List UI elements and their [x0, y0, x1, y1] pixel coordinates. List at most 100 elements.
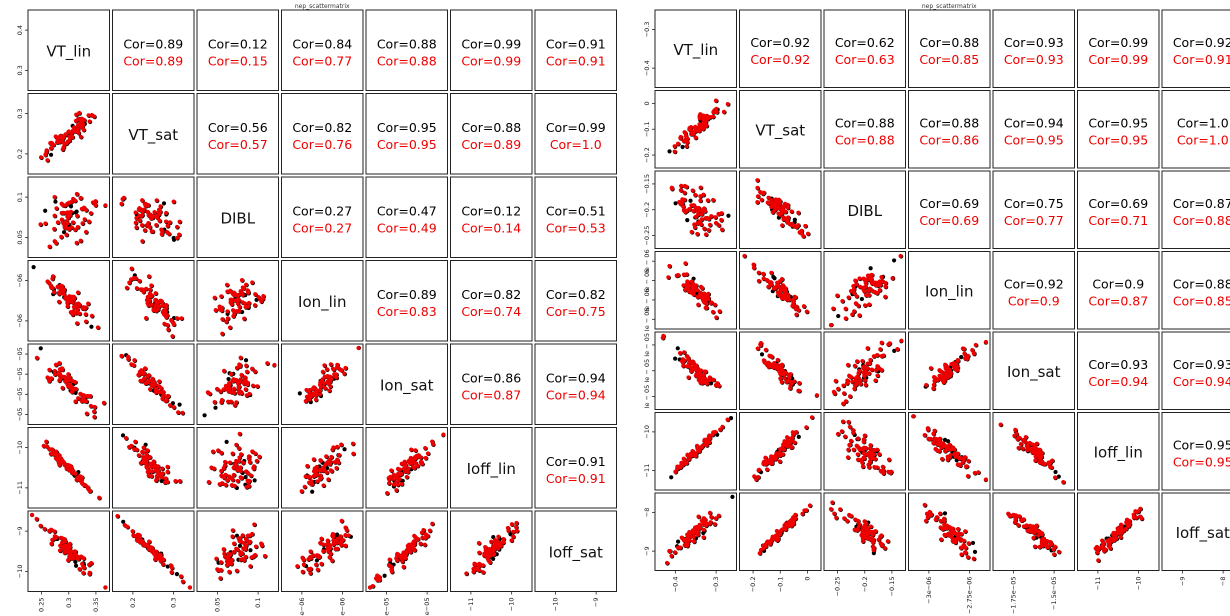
scatter-point-red: [47, 244, 52, 249]
matrix-cell: [908, 9, 991, 88]
scatter-point-red: [55, 284, 60, 289]
scatter-point-red: [767, 353, 772, 358]
scatter-point-red: [228, 300, 233, 305]
scatter-point-red: [476, 540, 481, 546]
scatter-point-red: [464, 571, 469, 576]
matrix-cell: [1077, 9, 1160, 88]
scatter-point-red: [231, 465, 236, 470]
matrix-cell: [1161, 492, 1230, 571]
scatter-point-red: [223, 482, 228, 487]
scatter-point-red: [226, 399, 231, 404]
scatter-point-red: [66, 200, 72, 205]
scatter-point-red: [340, 537, 345, 543]
scatter-point-red: [860, 460, 865, 465]
scatter-point-red: [232, 483, 237, 489]
scatter-point-red: [80, 221, 85, 226]
matrix-cell: [450, 427, 533, 509]
correlation-label-red: Cor=0.88: [1173, 213, 1230, 228]
scatter-point-red: [49, 376, 54, 381]
scatter-cell: [115, 513, 193, 590]
scatter-point-black: [38, 346, 43, 351]
scatter-point-red: [231, 549, 236, 555]
scatter-point-red: [187, 585, 193, 590]
matrix-cell: [823, 90, 906, 169]
scatter-point-red: [686, 357, 691, 362]
scatter-point-red: [50, 447, 55, 452]
scatter-point-red: [152, 382, 157, 387]
left-tick-label: −11: [16, 481, 24, 495]
correlation-label-black: Cor=0.47: [377, 203, 437, 218]
scatter-point-red: [231, 472, 236, 478]
scatter-point-red: [702, 116, 707, 122]
scatter-point-red: [212, 295, 217, 300]
scatter-point-red: [137, 278, 142, 284]
scatter-point-red: [947, 454, 952, 460]
scatter-point-red: [227, 381, 232, 386]
scatter-point-black: [310, 489, 315, 494]
scatter-point-red: [136, 453, 141, 458]
scatter-point-red: [831, 389, 836, 394]
scatter-point-red: [689, 290, 694, 295]
matrix-cell: [908, 90, 991, 169]
matrix-cell: [1161, 9, 1230, 88]
scatter-point-red: [127, 444, 132, 450]
scatter-point-red: [779, 379, 784, 385]
scatter-point-red: [74, 112, 79, 117]
scatter-point-red: [221, 368, 227, 373]
bottom-tick-label: 0.2: [129, 598, 137, 608]
scatter-point-red: [928, 366, 933, 371]
scatter-point-red: [306, 475, 312, 480]
scatter-point-red: [846, 447, 851, 452]
scatter-point-red: [141, 445, 146, 450]
scatter-point-red: [169, 317, 174, 323]
scatter-point-red: [886, 469, 891, 474]
left-tick-label: 0.3: [16, 65, 24, 75]
scatter-point-red: [957, 462, 962, 467]
scatter-point-red: [147, 387, 153, 392]
scatter-point-red: [89, 313, 95, 318]
scatter-point-red: [86, 219, 92, 224]
scatter-point-red: [322, 385, 328, 391]
scatter-point-red: [419, 459, 424, 464]
scatter-point-red: [180, 579, 185, 584]
scatter-point-red: [59, 536, 65, 541]
correlation-label-black: Cor=0.56: [208, 120, 268, 135]
scatter-point-red: [222, 463, 228, 468]
bottom-tick-label: 4.5e−06: [339, 598, 347, 616]
scatter-point-red: [862, 364, 867, 369]
correlation-label-red: Cor=0.85: [1173, 293, 1230, 308]
scatter-point-red: [234, 365, 240, 370]
scatter-point-red: [855, 374, 860, 379]
correlation-label-black: Cor=0.89: [123, 36, 183, 51]
scatter-point-red: [54, 206, 59, 211]
scatter-point-red: [397, 467, 403, 472]
scatter-point-red: [75, 213, 80, 218]
correlation-label-red: Cor=0.83: [377, 304, 437, 319]
scatter-point-red: [400, 559, 405, 564]
correlation-label-red: Cor=0.57: [208, 137, 268, 152]
left-tick-label: −10: [16, 441, 24, 455]
scatter-point-red: [983, 477, 989, 482]
scatter-point-red: [178, 574, 184, 579]
scatter-point-red: [70, 470, 75, 475]
scatter-point-black: [171, 235, 176, 241]
scatter-point-red: [840, 419, 846, 424]
scatter-point-red: [846, 419, 851, 425]
scatter-point-red: [404, 474, 409, 480]
scatter-point-red: [389, 468, 394, 473]
scatter-point-red: [160, 310, 166, 315]
scatter-point-red: [694, 283, 699, 288]
scatter-point-red: [706, 228, 711, 233]
scatter-point-black: [248, 548, 253, 553]
scatter-point-red: [701, 113, 706, 118]
scatter-point-red: [335, 362, 340, 367]
matrix-cell: [534, 93, 617, 175]
scatter-point-red: [841, 383, 846, 388]
correlation-label-black: Cor=0.88: [461, 120, 521, 135]
matrix-cell: [196, 9, 279, 91]
scatter-point-red: [862, 373, 867, 378]
scatter-point-red: [861, 439, 866, 444]
scatter-point-red: [858, 381, 863, 387]
bottom-tick-label: 0.3: [170, 598, 178, 608]
scatter-point-red: [868, 357, 873, 363]
